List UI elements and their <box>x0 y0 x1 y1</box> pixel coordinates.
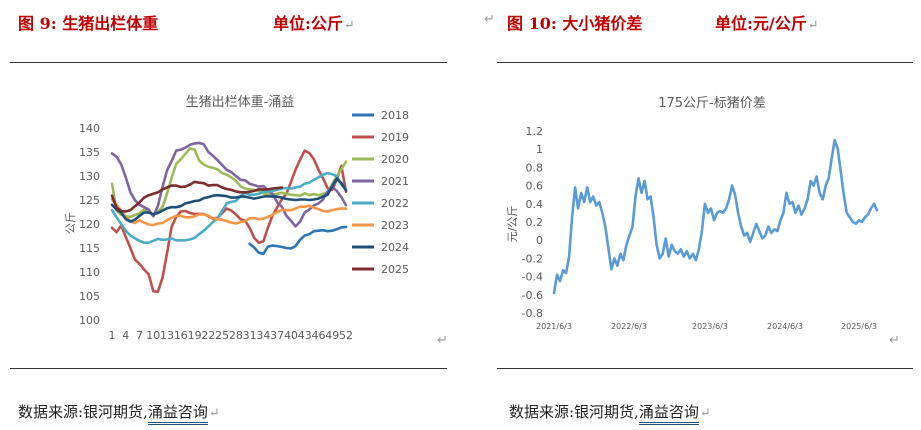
left-figure-unit: 单位:公斤↵ <box>273 14 355 33</box>
left-figure-caption: 图 9: 生猪出栏体重 单位:公斤↵ <box>18 10 355 34</box>
y-tick-label: 115 <box>79 242 100 255</box>
x-tick-label: 2024/6/3 <box>767 322 803 331</box>
right-figure-caption: 图 10: 大小猪价差 单位:元/公斤↵ <box>507 10 819 34</box>
x-tick-label: 7 <box>136 329 143 342</box>
series-line-2023 <box>110 198 348 227</box>
right-source-note: 数据来源:银河期货,涌益咨询↵ <box>509 401 711 425</box>
legend-item-2018: 2018 <box>352 109 409 122</box>
x-tick-label: 46 <box>311 329 325 342</box>
price-spread-chart: 175公斤-标猪价差 元/公斤 -0.8 -0.6 -0.4 -0.2 0 0.2 0.4 0… <box>506 96 879 331</box>
paragraph-mark: ↵ <box>699 406 711 421</box>
x-tick-label: 1 <box>109 329 116 342</box>
paragraph-mark: ↵ <box>437 333 448 348</box>
paragraph-mark: ↵ <box>484 12 495 27</box>
legend-item-2019: 2019 <box>352 131 409 144</box>
legend-label: 2022 <box>381 197 409 210</box>
right-bottom-rule <box>497 368 913 369</box>
y-tick-label: -0.4 <box>522 271 543 284</box>
y-tick-label: 105 <box>79 290 100 303</box>
y-axis-label: 元/公斤 <box>506 206 519 243</box>
x-tick-label: 31 <box>243 329 257 342</box>
x-tick-label: 2023/6/3 <box>692 322 728 331</box>
x-tick-label: 34 <box>256 329 270 342</box>
x-tick-label: 28 <box>229 329 243 342</box>
x-tick-label: 13 <box>160 329 174 342</box>
y-tick-label: 125 <box>79 194 100 207</box>
y-tick-label: 1.2 <box>526 125 544 138</box>
x-tick-label: 4 <box>122 329 129 342</box>
y-tick-label: 1 <box>536 143 543 156</box>
legend-label: 2018 <box>381 109 409 122</box>
y-tick-label: 120 <box>79 218 100 231</box>
y-tick-label: 0 <box>536 234 543 247</box>
paragraph-mark: ↵ <box>343 18 355 33</box>
legend-label: 2024 <box>381 241 409 254</box>
x-tick-label: 10 <box>146 329 160 342</box>
left-bottom-rule <box>10 368 447 369</box>
chart-title: 生猪出栏体重-涌益 <box>186 94 295 110</box>
y-tick-label: 130 <box>79 170 100 183</box>
x-tick-label: 25 <box>215 329 229 342</box>
legend-item-2023: 2023 <box>352 219 409 232</box>
legend-label: 2021 <box>381 175 409 188</box>
x-tick-label: 2025/6/3 <box>841 322 877 331</box>
legend-item-2022: 2022 <box>352 197 409 210</box>
x-tick-label: 37 <box>270 329 284 342</box>
x-tick-label: 43 <box>298 329 312 342</box>
right-figure-label: 图 10: <box>507 14 557 33</box>
legend-label: 2025 <box>381 263 409 276</box>
series-line-2024 <box>110 177 348 223</box>
x-tick-label: 40 <box>284 329 298 342</box>
source-brand: 涌益咨询 <box>638 403 699 425</box>
chart-title: 175公斤-标猪价差 <box>658 96 766 111</box>
legend-item-2025: 2025 <box>352 263 409 276</box>
legend-item-2021: 2021 <box>352 175 409 188</box>
x-tick-label: 22 <box>201 329 215 342</box>
y-tick-label: 100 <box>79 314 100 327</box>
y-tick-label: -0.2 <box>522 252 543 265</box>
left-source-note: 数据来源:银河期货,涌益咨询↵ <box>18 401 220 425</box>
y-tick-label: -0.6 <box>522 289 543 302</box>
y-tick-label: 0.6 <box>526 180 544 193</box>
left-top-rule <box>10 62 447 63</box>
legend-item-2020: 2020 <box>352 153 409 166</box>
series-line-2025 <box>110 180 284 213</box>
legend-label: 2020 <box>381 153 409 166</box>
series-line-2019 <box>110 149 348 293</box>
series-line-0 <box>552 138 879 295</box>
y-tick-label: 140 <box>79 122 100 135</box>
source-brand: 涌益咨询 <box>147 403 208 425</box>
x-tick-label: 16 <box>174 329 188 342</box>
x-tick-label: 2021/6/3 <box>536 322 572 331</box>
y-tick-label: 0.8 <box>526 161 544 174</box>
legend-item-2024: 2024 <box>352 241 409 254</box>
legend-label: 2023 <box>381 219 409 232</box>
right-figure-unit: 单位:元/公斤↵ <box>715 14 819 33</box>
y-tick-label: 0.2 <box>526 216 544 229</box>
x-tick-label: 52 <box>339 329 353 342</box>
legend-label: 2019 <box>381 131 409 144</box>
right-top-rule <box>497 62 913 63</box>
y-tick-label: 110 <box>79 266 100 279</box>
series-line-2018 <box>248 225 348 256</box>
x-tick-label: 2022/6/3 <box>611 322 647 331</box>
paragraph-mark: ↵ <box>889 333 900 348</box>
right-figure-title: 大小猪价差 <box>562 14 643 33</box>
paragraph-mark: ↵ <box>807 18 819 33</box>
left-figure-label: 图 9: <box>18 14 57 33</box>
left-figure-title: 生猪出栏体重 <box>62 14 159 33</box>
weight-chart: 生猪出栏体重-涌益 公斤 100105110115120125130135140… <box>64 94 409 342</box>
x-tick-label: 19 <box>188 329 202 342</box>
paragraph-mark: ↵ <box>208 406 220 421</box>
x-tick-label: 49 <box>325 329 339 342</box>
y-tick-label: -0.8 <box>522 307 543 320</box>
y-tick-label: 135 <box>79 146 100 159</box>
y-tick-label: 0.4 <box>526 198 544 211</box>
series-line-2022 <box>110 171 348 244</box>
y-axis-label: 公斤 <box>64 212 77 234</box>
